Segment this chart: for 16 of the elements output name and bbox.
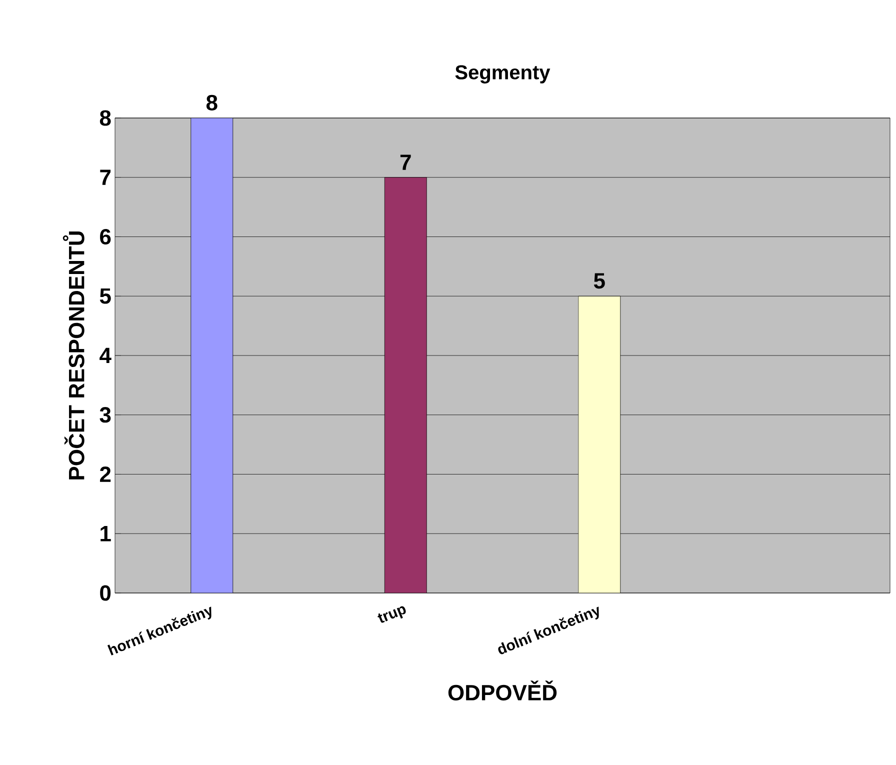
x-tick-label: trup: [378, 606, 406, 623]
data-label: 7: [400, 154, 411, 170]
y-axis-title: POČET RESPONDENTŮ: [62, 232, 84, 480]
y-tick-label: 8: [100, 110, 111, 126]
y-tick-label: 0: [100, 585, 111, 601]
x-axis-title: ODPOVĚĎ: [448, 680, 557, 701]
y-tick-label: 2: [100, 466, 111, 482]
y-tick-label: 3: [100, 407, 111, 423]
y-tick-label: 5: [100, 288, 111, 304]
y-tick-label: 7: [100, 170, 111, 185]
data-label: 8: [206, 94, 218, 110]
y-tick-label: 1: [100, 526, 111, 542]
data-label: 5: [594, 273, 605, 289]
y-tick-label: 4: [100, 348, 112, 364]
y-tick-label: 6: [100, 228, 111, 245]
chart-title: Segmenty: [455, 65, 550, 84]
